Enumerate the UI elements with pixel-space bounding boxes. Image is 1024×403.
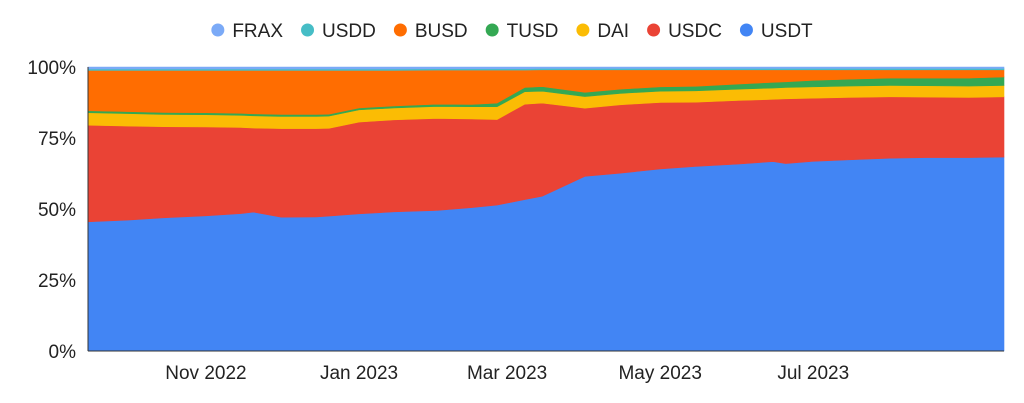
legend-item-usdt: USDT xyxy=(739,21,813,42)
legend-swatch xyxy=(485,23,499,37)
chart-legend: FRAX USDD BUSD TUSD DAI USDC USDT xyxy=(211,21,813,42)
legend-item-usdc: USDC xyxy=(647,21,722,42)
legend-swatch xyxy=(393,23,407,37)
y-tick-label: 100% xyxy=(27,58,76,79)
x-tick-label: Mar 2023 xyxy=(467,363,547,384)
legend-swatch xyxy=(211,23,225,37)
legend-label: USDT xyxy=(761,21,813,42)
legend-label: DAI xyxy=(597,21,629,42)
area-frax xyxy=(87,66,1005,70)
legend-swatch xyxy=(647,23,661,37)
legend-label: BUSD xyxy=(415,21,468,42)
y-tick-label: 75% xyxy=(38,129,76,150)
legend-label: FRAX xyxy=(232,21,283,42)
chart-axes: 0% 25% 50% 75% 100% Nov 2022 Jan 2023 Mar 2023 M… xyxy=(27,58,1004,384)
x-tick-label: May 2023 xyxy=(618,363,701,384)
y-tick-label: 0% xyxy=(49,342,77,363)
legend-item-frax: FRAX xyxy=(211,21,283,42)
x-tick-label: Jan 2023 xyxy=(320,363,398,384)
x-tick-label: Jul 2023 xyxy=(777,363,849,384)
legend-item-tusd: TUSD xyxy=(485,21,559,42)
legend-item-dai: DAI xyxy=(576,21,629,42)
legend-swatch xyxy=(576,23,590,37)
y-tick-label: 25% xyxy=(38,271,76,292)
legend-label: USDD xyxy=(322,21,376,42)
chart-areas xyxy=(87,66,1005,352)
legend-swatch xyxy=(739,23,753,37)
x-tick-label: Nov 2022 xyxy=(165,363,246,384)
legend-label: USDC xyxy=(668,21,722,42)
legend-label: TUSD xyxy=(507,21,559,42)
legend-swatch xyxy=(301,23,315,37)
legend-item-usdd: USDD xyxy=(301,21,376,42)
legend-item-busd: BUSD xyxy=(393,21,468,42)
y-tick-label: 50% xyxy=(38,200,76,221)
